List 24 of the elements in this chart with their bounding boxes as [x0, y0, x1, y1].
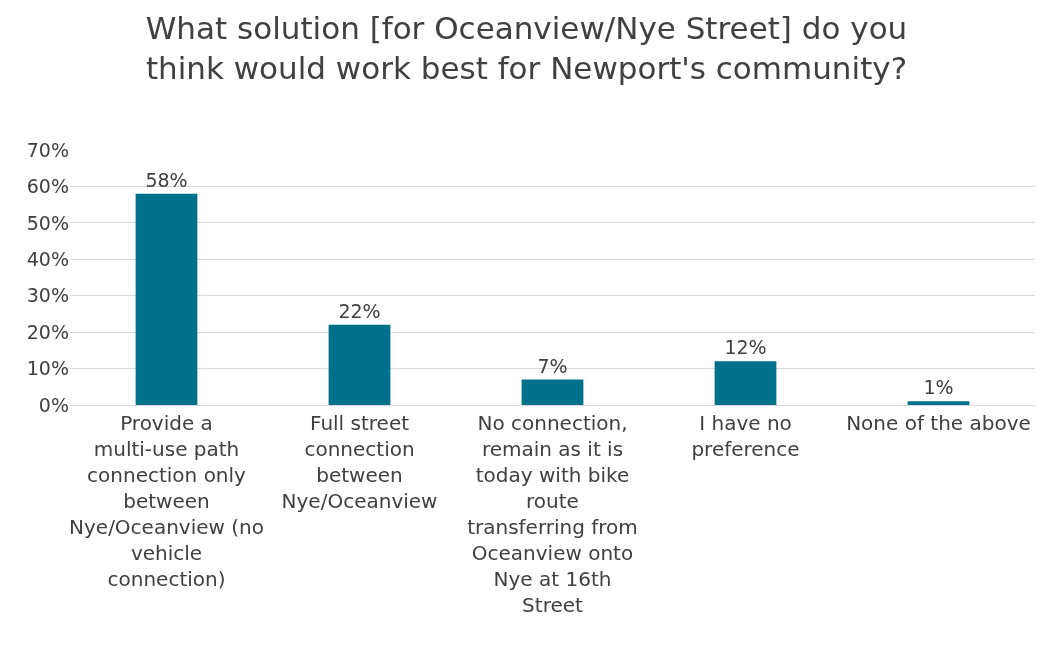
bar: [328, 324, 391, 405]
data-label: 7%: [537, 354, 568, 377]
chart-title: What solution [for Oceanview/Nye Street] do you think would work best for Newport's community?: [145, 10, 908, 87]
y-tick-label: 20%: [26, 320, 69, 343]
x-tick-label: None of the above: [846, 411, 1031, 435]
bar: [907, 401, 970, 405]
y-tick-label: 0%: [38, 393, 69, 416]
data-label: 58%: [145, 168, 188, 191]
data-label: 22%: [338, 299, 381, 322]
data-label: 1%: [923, 376, 954, 399]
bar: [714, 361, 777, 405]
y-tick-label: 70%: [26, 138, 69, 161]
data-label: 12%: [724, 336, 767, 359]
bar: [135, 193, 198, 405]
x-tick-label: No connection, remain as it is today with bike route transferring from Oceanview onto Nye at 16th Street: [467, 411, 638, 617]
y-tick-label: 30%: [26, 284, 69, 307]
x-tick-label: I have no preference: [691, 411, 800, 461]
x-tick-label: Provide a multi-use path connection only between Nye/Oceanview (no vehicle connection): [69, 411, 264, 591]
bar: [521, 379, 584, 405]
y-tick-label: 40%: [26, 247, 69, 270]
x-tick-label: Full street connection between Nye/Oceanview: [281, 411, 438, 513]
y-tick-label: 60%: [26, 175, 69, 198]
y-tick-label: 10%: [26, 357, 69, 380]
y-tick-label: 50%: [26, 211, 69, 234]
